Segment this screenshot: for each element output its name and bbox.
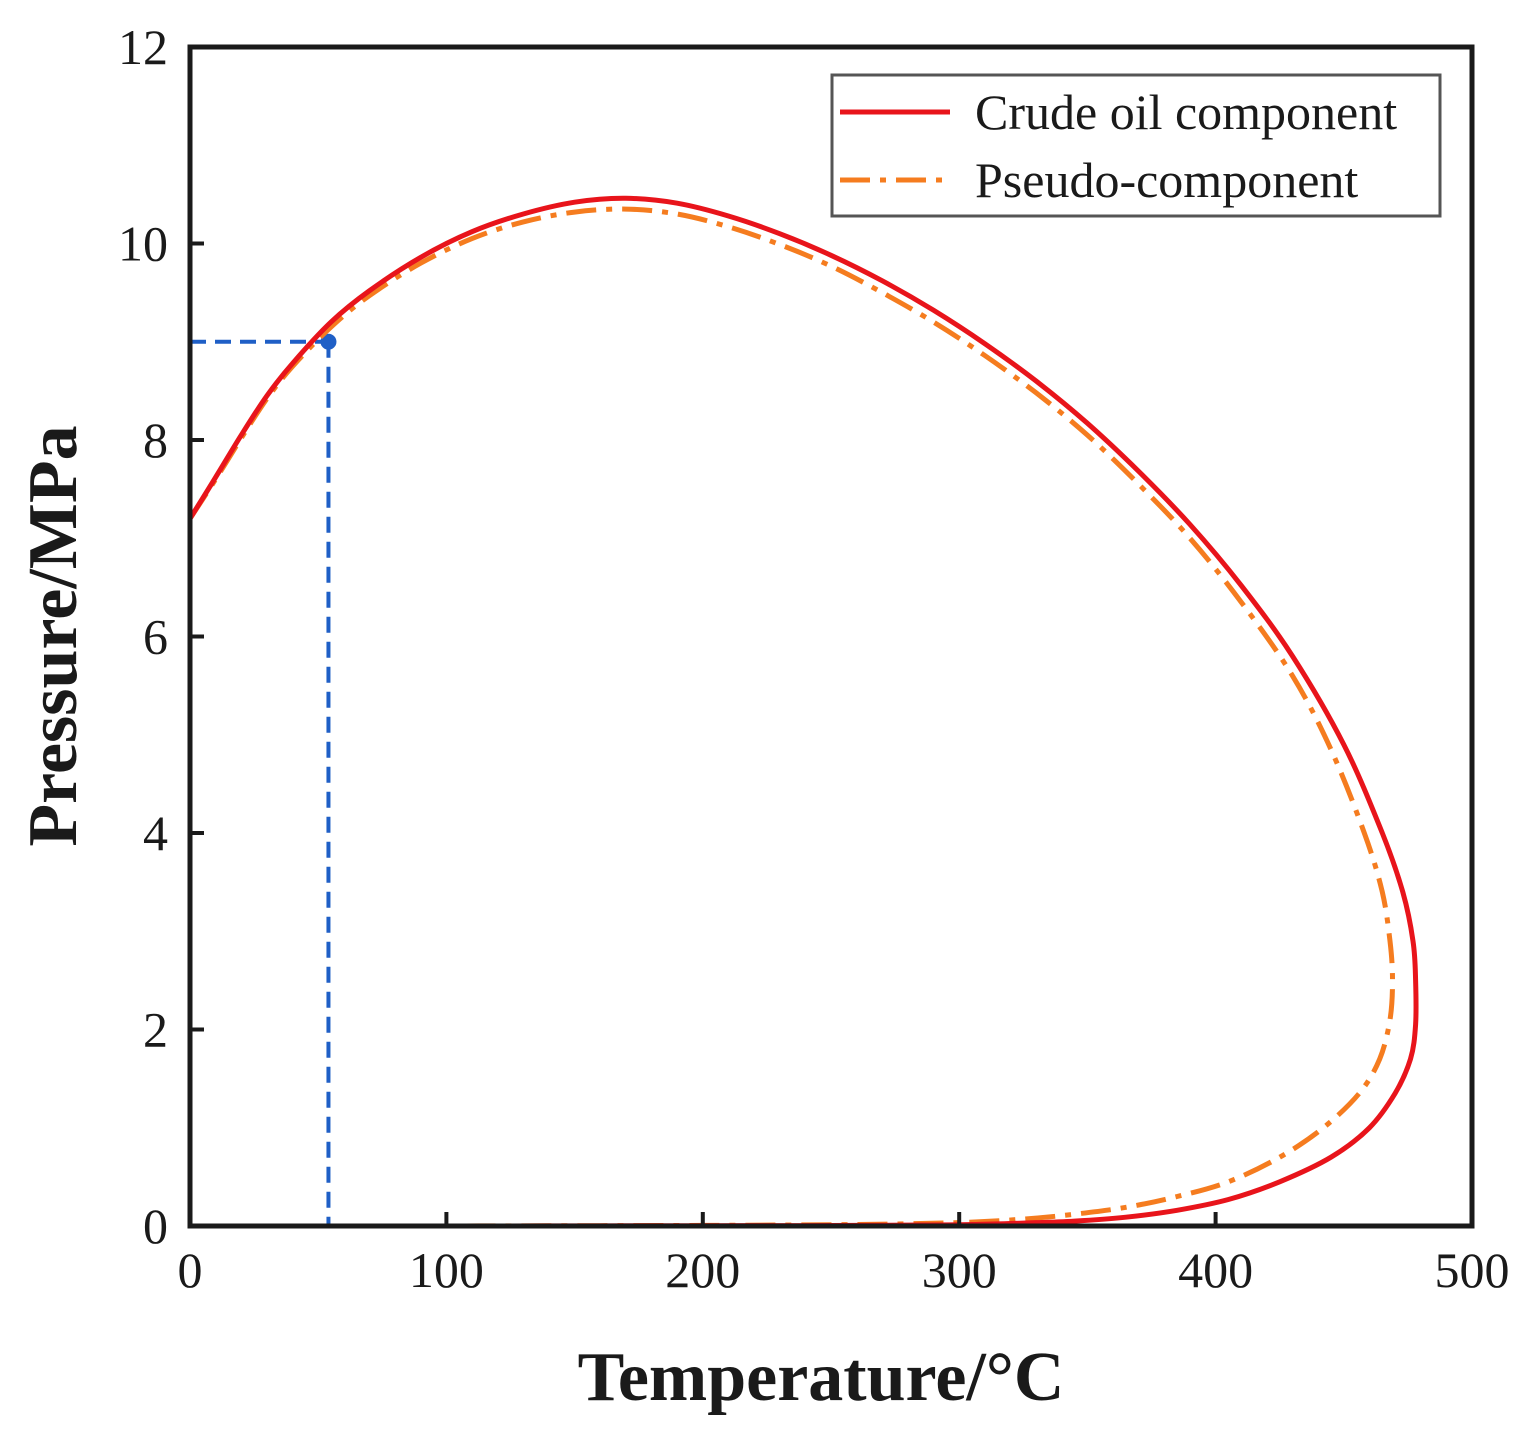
x-axis-ticks: 0 100 200 300 400 500: [178, 1212, 1510, 1298]
y-tick-label: 8: [143, 412, 168, 468]
y-axis-title: Pressure/MPa: [15, 425, 92, 846]
x-tick-label: 300: [922, 1242, 997, 1298]
legend-label-crude: Crude oil component: [975, 84, 1397, 140]
x-tick-label: 0: [178, 1242, 203, 1298]
x-tick-label: 400: [1178, 1242, 1253, 1298]
y-tick-label: 0: [143, 1198, 168, 1254]
x-tick-label: 500: [1435, 1242, 1510, 1298]
legend: Crude oil component Pseudo-component: [830, 73, 1442, 218]
x-tick-label: 100: [409, 1242, 484, 1298]
series-line-crude-oil: [187, 195, 1419, 1229]
series-line-pseudo-component: [187, 206, 1395, 1229]
reference-point-marker: [320, 333, 337, 350]
reference-lines: [190, 333, 337, 1226]
series-group: [187, 195, 1419, 1229]
y-tick-label: 10: [118, 216, 168, 272]
y-tick-label: 12: [118, 19, 168, 75]
y-axis-ticks: 0 2 4 6 8 10 12: [118, 19, 204, 1254]
legend-box: [830, 73, 1442, 218]
x-axis-title: Temperature/°C: [578, 1339, 1065, 1416]
x-tick-label: 200: [665, 1242, 740, 1298]
y-tick-label: 2: [143, 1002, 168, 1058]
y-tick-label: 6: [143, 609, 168, 665]
y-tick-label: 4: [143, 805, 168, 861]
legend-label-pseudo: Pseudo-component: [975, 152, 1358, 208]
